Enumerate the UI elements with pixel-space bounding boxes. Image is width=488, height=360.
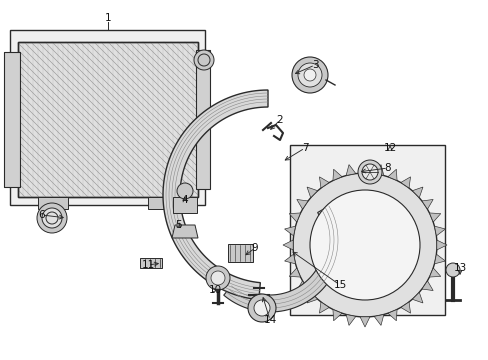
Polygon shape [284, 254, 295, 264]
Polygon shape [421, 281, 432, 291]
Polygon shape [359, 163, 369, 173]
Polygon shape [224, 204, 341, 312]
Circle shape [297, 63, 321, 87]
Circle shape [247, 294, 275, 322]
Circle shape [253, 300, 269, 316]
Circle shape [361, 164, 377, 180]
Text: 12: 12 [383, 143, 396, 153]
Bar [10, 30, 204, 205]
Bar [18, 42, 198, 197]
Polygon shape [283, 240, 293, 250]
Polygon shape [288, 268, 300, 277]
Circle shape [177, 183, 193, 199]
Polygon shape [373, 315, 383, 325]
Polygon shape [434, 226, 445, 236]
Bar [140, 258, 162, 268]
Polygon shape [411, 292, 422, 303]
Text: 14: 14 [263, 315, 276, 325]
Polygon shape [387, 169, 396, 180]
Circle shape [194, 50, 214, 70]
Circle shape [198, 54, 209, 66]
Polygon shape [319, 302, 328, 313]
Polygon shape [434, 254, 445, 264]
Polygon shape [346, 165, 355, 176]
Circle shape [37, 203, 67, 233]
Polygon shape [306, 292, 317, 303]
Text: 6: 6 [39, 210, 45, 220]
Circle shape [357, 160, 381, 184]
Text: 15: 15 [333, 280, 346, 290]
Text: 1: 1 [104, 13, 111, 23]
Circle shape [292, 173, 436, 317]
Polygon shape [428, 213, 440, 222]
Bar [18, 42, 198, 197]
Polygon shape [400, 302, 410, 313]
Text: 9: 9 [251, 243, 258, 253]
Text: 13: 13 [452, 263, 466, 273]
Circle shape [210, 271, 224, 285]
Bar [173, 197, 197, 213]
Polygon shape [284, 226, 295, 236]
Polygon shape [288, 213, 300, 222]
Polygon shape [332, 310, 342, 321]
Polygon shape [428, 268, 440, 277]
Polygon shape [400, 177, 410, 188]
Text: 3: 3 [311, 60, 318, 70]
Polygon shape [296, 199, 307, 209]
Bar [38, 197, 68, 209]
Bar [289, 145, 444, 315]
Text: 10: 10 [208, 285, 221, 295]
Text: 8: 8 [384, 163, 390, 173]
Circle shape [205, 266, 229, 290]
Text: 2: 2 [276, 115, 283, 125]
Text: 5: 5 [174, 220, 181, 230]
Circle shape [445, 263, 459, 277]
Circle shape [291, 57, 327, 93]
Circle shape [309, 190, 419, 300]
Polygon shape [421, 199, 432, 209]
Polygon shape [227, 244, 252, 262]
Bar [4, 52, 20, 187]
Polygon shape [387, 310, 396, 321]
Circle shape [46, 212, 58, 224]
Text: 7: 7 [301, 143, 307, 153]
Polygon shape [319, 177, 328, 188]
Bar [148, 197, 178, 209]
Polygon shape [373, 165, 383, 176]
Text: 11: 11 [141, 260, 154, 270]
Polygon shape [346, 315, 355, 325]
Circle shape [42, 208, 62, 228]
Polygon shape [411, 187, 422, 198]
Polygon shape [163, 90, 267, 300]
Circle shape [304, 69, 315, 81]
Polygon shape [332, 169, 342, 180]
Text: 4: 4 [182, 195, 188, 205]
Polygon shape [436, 240, 446, 250]
Polygon shape [172, 225, 198, 238]
Polygon shape [306, 187, 317, 198]
Bar [196, 50, 209, 189]
Polygon shape [359, 317, 369, 327]
Polygon shape [296, 281, 307, 291]
